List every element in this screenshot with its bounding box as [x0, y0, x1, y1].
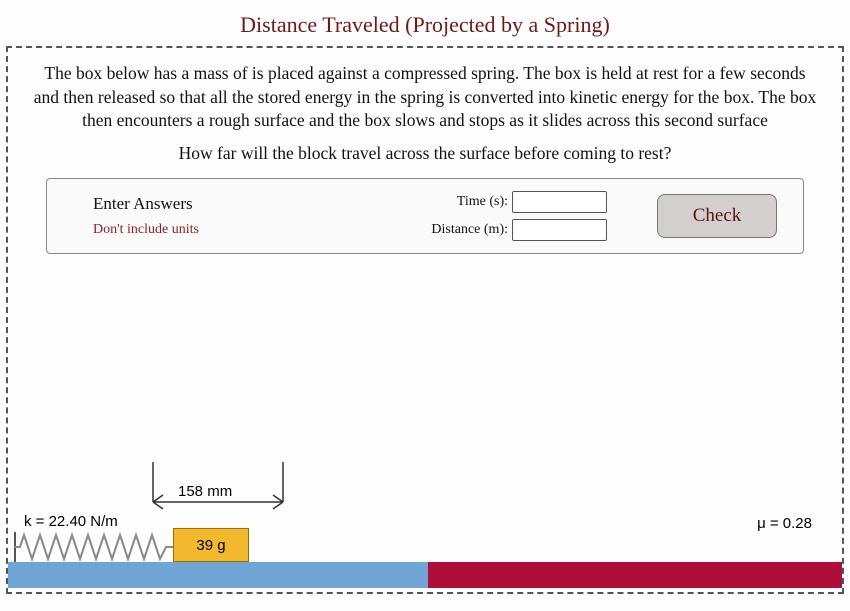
distance-input[interactable]	[512, 219, 607, 241]
no-units-hint: Don't include units	[93, 222, 263, 238]
simulation-diagram: k = 22.40 N/m 158 mm 39 g μ = 0.28	[8, 398, 842, 588]
question-prompt: How far will the block travel across the…	[26, 143, 824, 164]
friction-coefficient-label: μ = 0.28	[757, 515, 812, 532]
time-label: Time (s):	[457, 194, 508, 210]
problem-description: The box below has a mass of is placed ag…	[26, 62, 824, 133]
distance-row: Distance (m):	[431, 219, 607, 241]
answer-instructions: Enter Answers Don't include units	[63, 194, 263, 238]
mass-box: 39 g	[173, 528, 249, 562]
check-wrap: Check	[647, 194, 787, 238]
compression-label: 158 mm	[178, 483, 232, 500]
time-input[interactable]	[512, 191, 607, 213]
time-row: Time (s):	[457, 191, 607, 213]
enter-answers-label: Enter Answers	[93, 194, 263, 214]
smooth-surface	[8, 562, 428, 588]
distance-label: Distance (m):	[431, 222, 508, 238]
check-button[interactable]: Check	[657, 194, 777, 238]
rough-surface	[428, 562, 842, 588]
answer-panel: Enter Answers Don't include units Time (…	[46, 178, 804, 254]
spring-icon	[14, 532, 174, 562]
problem-container: The box below has a mass of is placed ag…	[6, 46, 844, 594]
page-title: Distance Traveled (Projected by a Spring…	[0, 0, 850, 46]
spring-constant-label: k = 22.40 N/m	[24, 513, 118, 530]
answer-inputs: Time (s): Distance (m):	[263, 191, 647, 241]
